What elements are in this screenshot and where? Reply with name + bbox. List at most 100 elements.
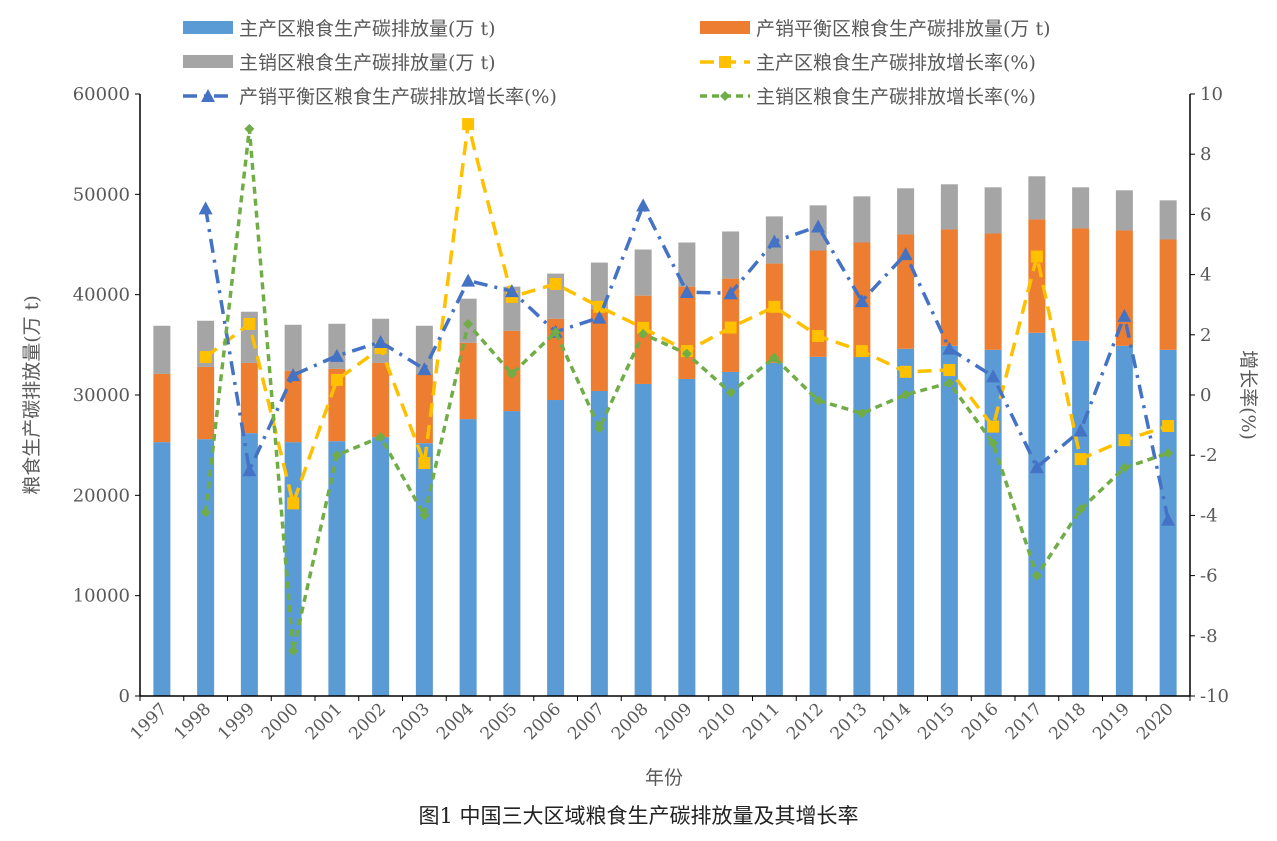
bar-main-producing-1998 [197, 439, 215, 696]
marker-main-producing-2016 [987, 420, 1000, 433]
marker-main-producing-2015 [943, 364, 956, 377]
bar-main-selling-2017 [1028, 176, 1046, 220]
x-tick-label: 2016 [958, 699, 1003, 744]
bar-main-producing-2006 [547, 400, 565, 696]
x-tick-label: 1998 [170, 699, 215, 744]
x-tick-label: 2019 [1089, 699, 1134, 744]
bar-main-producing-2002 [372, 437, 390, 696]
bar-balanced-2009 [678, 286, 696, 379]
bar-main-producing-2017 [1028, 332, 1046, 696]
bar-main-selling-2000 [284, 324, 302, 371]
x-axis-label: 年份 [645, 767, 683, 789]
bar-main-producing-2001 [328, 441, 346, 696]
marker-balanced-2018 [1073, 423, 1088, 437]
bar-balanced-2004 [459, 342, 477, 420]
marker-balanced-2014 [898, 247, 913, 261]
x-tick-label: 2007 [564, 699, 609, 744]
marker-main-selling-2017 [1031, 570, 1042, 581]
y-right-tick-label: -8 [1200, 626, 1218, 647]
marker-main-producing-2020 [1162, 420, 1175, 433]
marker-main-selling-2011 [769, 352, 780, 363]
marker-balanced-1999 [242, 463, 257, 477]
bar-main-selling-2020 [1159, 200, 1177, 240]
marker-main-producing-2012 [812, 330, 825, 343]
bar-main-selling-2001 [328, 323, 346, 369]
marker-balanced-2013 [854, 294, 869, 308]
legend-marker [720, 91, 730, 101]
marker-main-selling-1998 [200, 507, 211, 518]
y-left-tick-label: 20000 [73, 485, 130, 506]
legend-marker [719, 56, 731, 68]
bar-balanced-2014 [897, 234, 915, 349]
legend-item: 产销平衡区粮食生产碳排放增长率(%) [183, 86, 557, 108]
marker-main-producing-2010 [724, 321, 737, 334]
legend-swatch [700, 21, 750, 34]
marker-main-selling-2001 [331, 450, 342, 461]
y-right-tick-label: 8 [1200, 144, 1211, 165]
bar-balanced-2000 [284, 370, 302, 443]
legend-item: 主产区粮食生产碳排放增长率(%) [700, 52, 1036, 74]
x-tick-label: 2005 [477, 699, 522, 744]
marker-balanced-2008 [636, 198, 651, 212]
bar-main-producing-2007 [590, 390, 608, 696]
marker-main-selling-2000 [288, 645, 299, 656]
x-tick-label: 2012 [783, 699, 828, 744]
marker-main-selling-2004 [463, 318, 474, 329]
marker-balanced-2003 [417, 362, 432, 376]
x-tick-label: 2001 [302, 699, 347, 744]
marker-main-producing-2013 [855, 345, 868, 358]
bar-main-producing-2012 [809, 356, 827, 696]
legend-marker [201, 89, 215, 102]
marker-main-selling-2007 [594, 423, 605, 434]
figure-caption: 图1 中国三大区域粮食生产碳排放量及其增长率 [418, 804, 859, 828]
legend-label: 产销平衡区粮食生产碳排放量(万 t) [756, 18, 1051, 40]
x-tick-label: 2004 [433, 699, 478, 744]
y-right-tick-label: 4 [1200, 265, 1211, 286]
marker-balanced-2001 [329, 348, 344, 362]
bar-main-producing-1997 [153, 442, 171, 696]
marker-main-producing-2001 [330, 373, 343, 386]
legend-swatch [183, 55, 233, 68]
marker-main-producing-2008 [637, 321, 650, 334]
legend-label: 主产区粮食生产碳排放量(万 t) [239, 18, 496, 40]
bar-main-selling-2015 [940, 184, 958, 230]
bar-main-selling-2018 [1072, 187, 1090, 229]
bar-main-selling-1997 [153, 325, 171, 374]
marker-balanced-2010 [723, 286, 738, 300]
y-left-tick-label: 10000 [73, 586, 130, 607]
bar-balanced-2008 [634, 295, 652, 384]
legend-label: 主产区粮食生产碳排放增长率(%) [756, 52, 1036, 74]
marker-main-selling-1999 [244, 123, 255, 134]
bar-balanced-1998 [197, 366, 215, 440]
bar-balanced-1999 [240, 362, 258, 434]
x-tick-label: 2017 [1002, 699, 1047, 744]
marker-main-producing-2011 [768, 300, 781, 313]
bar-balanced-2016 [984, 233, 1002, 350]
y-right-tick-label: -6 [1200, 566, 1218, 587]
x-tick-label: 2011 [739, 699, 784, 744]
marker-balanced-2011 [767, 234, 782, 248]
x-tick-label: 1997 [127, 699, 172, 744]
y-right-tick-label: -4 [1200, 505, 1218, 526]
legend-label: 主销区粮食生产碳排放量(万 t) [239, 52, 496, 74]
x-tick-label: 2009 [652, 699, 697, 744]
bar-balanced-2015 [940, 229, 958, 346]
bar-main-selling-2003 [415, 325, 433, 374]
marker-main-producing-2007 [593, 300, 606, 313]
marker-main-selling-2002 [375, 432, 386, 443]
marker-main-selling-2009 [681, 348, 692, 359]
bar-main-producing-2000 [284, 442, 302, 696]
marker-balanced-2007 [592, 310, 607, 324]
x-tick-label: 2013 [827, 699, 872, 744]
bar-main-producing-2005 [503, 411, 521, 696]
marker-main-producing-1998 [199, 351, 212, 364]
bar-balanced-1997 [153, 373, 171, 443]
y-left-tick-label: 0 [119, 686, 130, 707]
marker-main-producing-2004 [462, 118, 475, 131]
bar-main-selling-2010 [722, 231, 740, 279]
y-right-tick-label: -2 [1200, 445, 1218, 466]
bar-main-producing-2015 [940, 345, 958, 696]
marker-main-producing-2019 [1118, 434, 1131, 447]
legend-item: 主产区粮食生产碳排放量(万 t) [183, 18, 496, 40]
bar-balanced-2007 [590, 308, 608, 391]
